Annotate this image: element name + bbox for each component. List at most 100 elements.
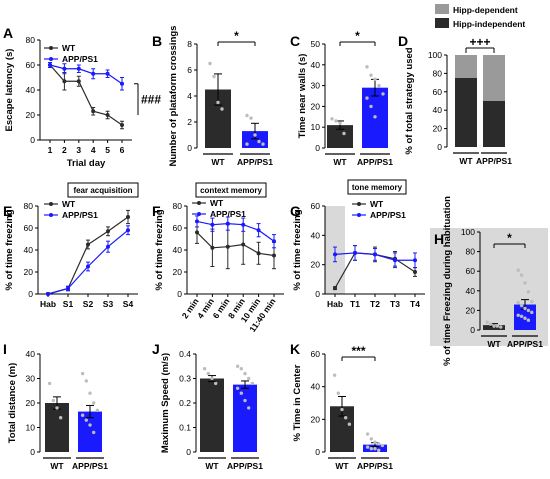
x-tick-label: Hab [327, 299, 343, 309]
panel-title-box [347, 179, 407, 195]
legend-label: WT [370, 199, 384, 209]
panel-letter: B [152, 33, 162, 49]
data-point [365, 65, 369, 69]
data-point [261, 142, 265, 146]
data-point [340, 407, 344, 412]
x-tick-label: APP/PS1 [357, 157, 393, 167]
x-tick-label: APP/PS1 [72, 461, 108, 471]
y-tick-label: 40 [311, 382, 321, 392]
data-point [380, 443, 385, 448]
y-tick-label: 40 [24, 245, 34, 255]
y-tick-label: 30 [311, 81, 321, 91]
data-point [243, 398, 247, 403]
bar-app-ps1 [78, 411, 102, 452]
panel-letter: K [290, 341, 300, 357]
significance-marker: * [507, 231, 512, 245]
series-point [62, 66, 67, 71]
x-tick-label: APP/PS1 [227, 461, 263, 471]
series-point [126, 215, 130, 219]
panel-letter: E [3, 203, 12, 219]
y-axis-label: Time near walls (s) [297, 54, 308, 139]
data-point [365, 445, 370, 449]
series-point [66, 286, 70, 291]
data-point [519, 273, 524, 277]
series-point [272, 253, 276, 258]
y-axis-label: % of time freezing [4, 209, 15, 290]
series-line-app-ps1 [196, 220, 275, 242]
x-tick-label: 3 [76, 145, 81, 155]
y-axis-label: Number of plataform crossings [168, 26, 179, 167]
y-tick-label: 60 [173, 223, 183, 233]
data-point [239, 367, 244, 371]
series-point [333, 286, 337, 291]
series-point [210, 245, 215, 250]
data-point [84, 418, 89, 422]
data-point [245, 113, 249, 118]
data-point [243, 371, 247, 376]
y-tick-label: 0 [187, 143, 192, 153]
y-tick-label: 20 [433, 124, 443, 134]
y-tick-label: 0.3 [179, 374, 191, 384]
x-tick-label: APP/PS1 [476, 156, 512, 166]
y-tick-label: 40 [26, 85, 36, 95]
data-point [338, 121, 342, 125]
data-point [334, 119, 338, 123]
series-point [241, 222, 246, 227]
y-tick-label: 0 [437, 142, 442, 152]
legend-label: Hipp-dependent [453, 5, 518, 15]
significance-marker: * [234, 29, 239, 43]
panel-title-box [195, 182, 267, 198]
y-tick-label: 0.4 [179, 349, 191, 359]
y-axis-label: Maximum Speed (m/s) [160, 353, 171, 453]
x-tick-label: 2 [62, 145, 67, 155]
panel-b: 0 2 4 6 8 Number of plataform crossings WT APP/… [168, 26, 273, 167]
x-tick-label: Hab [40, 299, 56, 309]
series-point [413, 258, 417, 263]
data-point [523, 316, 527, 320]
data-point [347, 422, 352, 426]
data-point [239, 391, 244, 395]
data-point [485, 320, 489, 324]
data-point [376, 442, 381, 446]
panel-letter: H [434, 231, 444, 247]
y-tick-label: 40 [311, 60, 321, 70]
data-point [253, 133, 257, 137]
significance-marker: +++ [469, 35, 490, 49]
y-tick-label: 0 [315, 289, 320, 299]
data-point [84, 379, 89, 383]
x-tick-label: 4 [91, 145, 96, 155]
data-point [88, 391, 92, 395]
data-point [369, 447, 374, 451]
series-point [256, 228, 261, 233]
y-tick-label: 6 [187, 65, 192, 75]
series-point [91, 109, 96, 114]
y-axis-label: Total distance (m) [7, 363, 18, 444]
data-point [530, 310, 534, 315]
data-point [80, 371, 85, 376]
x-tick-label: WT [487, 339, 501, 349]
data-point [245, 142, 249, 146]
x-tick-label: 5 [105, 145, 110, 155]
data-point [332, 373, 337, 377]
legend-marker [197, 212, 201, 216]
data-point [220, 107, 224, 111]
series-line-wt [49, 64, 123, 126]
data-point [246, 376, 251, 381]
series-point [225, 244, 230, 249]
y-tick-label: 80 [466, 247, 476, 257]
y-tick-label: 20 [24, 267, 34, 277]
y-tick-label: 0 [177, 289, 182, 299]
legend-label: WT [62, 43, 76, 53]
y-tick-label: 40 [466, 286, 476, 296]
data-point [88, 423, 92, 427]
x-tick-label: WT [205, 461, 219, 471]
data-point [47, 381, 52, 386]
legend-marker [49, 202, 53, 206]
y-tick-label: 20 [311, 414, 321, 424]
significance-marker: * [355, 29, 360, 43]
legend-label: WT [62, 199, 76, 209]
data-point [373, 115, 377, 119]
y-tick-label: 4 [187, 91, 192, 101]
